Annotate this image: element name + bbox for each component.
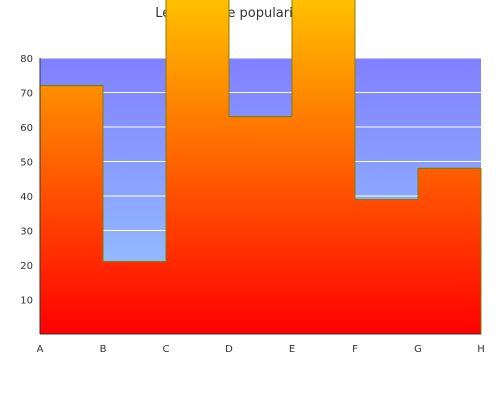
y-tick-label: 30 — [20, 227, 33, 238]
x-tick-label: D — [225, 344, 233, 355]
x-tick-label: B — [100, 344, 107, 355]
x-axis: A B C D E F G H — [37, 344, 485, 355]
x-tick-label: E — [289, 344, 295, 355]
y-tick-label: 80 — [20, 54, 33, 65]
y-axis: 10 20 30 40 50 60 70 80 — [20, 54, 33, 307]
x-tick-label: A — [37, 344, 44, 355]
x-tick-label: H — [477, 344, 485, 355]
y-tick-label: 70 — [20, 89, 33, 100]
x-tick-label: C — [163, 344, 170, 355]
y-tick-label: 50 — [20, 158, 33, 169]
y-tick-label: 60 — [20, 123, 33, 134]
y-tick-label: 10 — [20, 296, 33, 307]
y-tick-label: 40 — [20, 192, 33, 203]
x-tick-label: F — [352, 344, 358, 355]
x-tick-label: G — [414, 344, 422, 355]
y-tick-label: 20 — [20, 261, 33, 272]
